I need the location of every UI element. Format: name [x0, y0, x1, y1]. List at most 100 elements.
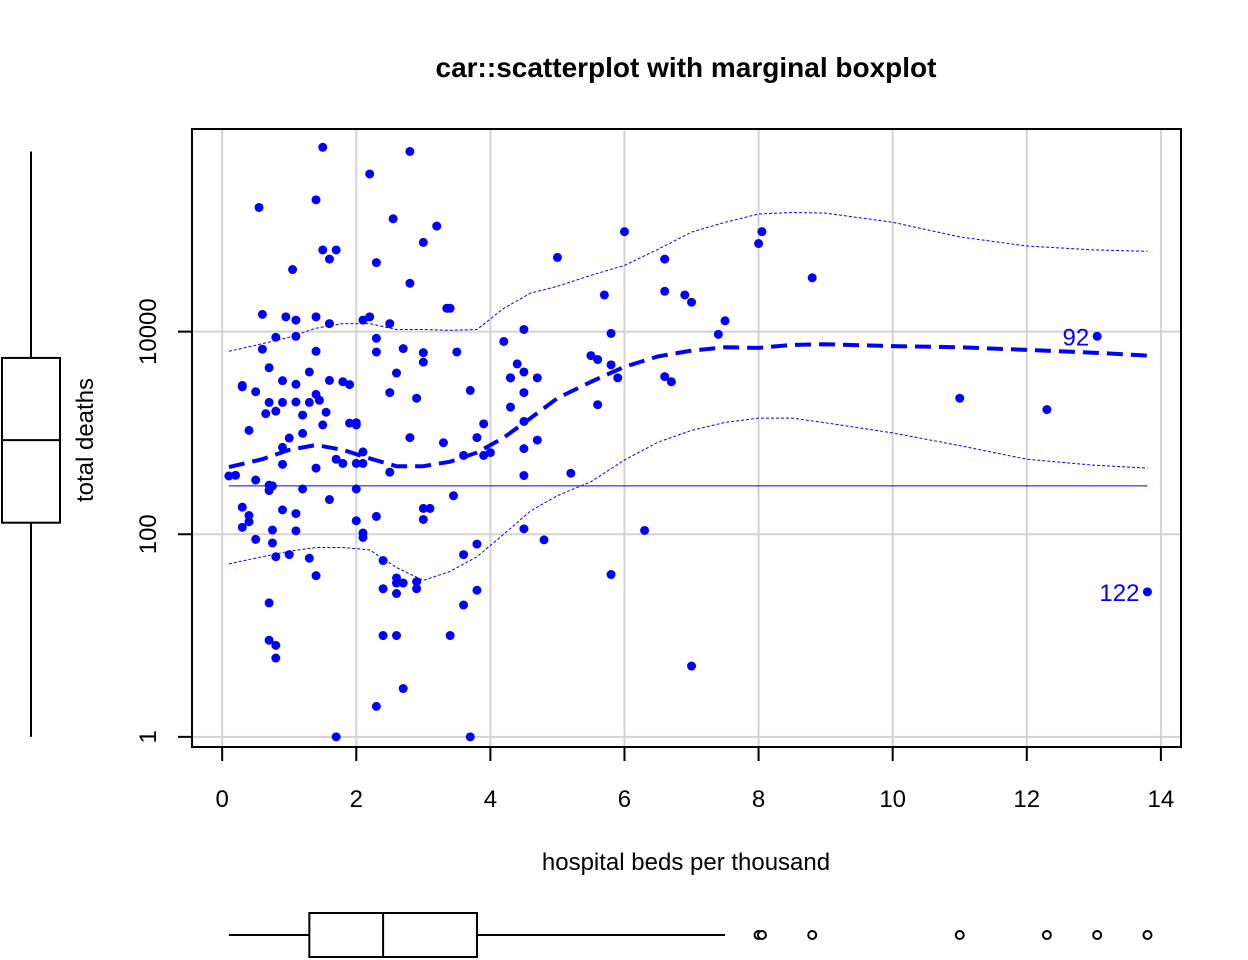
data-point [388, 214, 398, 224]
data-point [321, 407, 331, 417]
data-point [358, 315, 368, 325]
data-point [459, 450, 469, 460]
data-point [291, 509, 301, 519]
data-point [371, 701, 381, 711]
data-point [251, 534, 261, 544]
data-point [291, 331, 301, 341]
data-point [519, 444, 529, 454]
data-point [465, 385, 475, 395]
data-point [499, 336, 509, 346]
data-point [392, 631, 402, 641]
data-point [1042, 405, 1052, 415]
data-point [237, 382, 247, 392]
data-point [519, 367, 529, 377]
data-point [324, 254, 334, 264]
y-tick-label: 100 [135, 514, 162, 554]
x-tick-label: 2 [350, 786, 363, 813]
data-point [955, 393, 965, 403]
data-point [358, 532, 368, 542]
data-point [593, 355, 603, 365]
data-point [566, 468, 576, 478]
y-axis-label: total deaths [72, 378, 99, 502]
data-point [720, 316, 730, 326]
axes: 0 2 4 6 8 10 12 14 1 100 10000 [135, 298, 1174, 813]
data-point [539, 535, 549, 545]
data-point [288, 265, 298, 275]
data-point [351, 420, 361, 430]
data-point [687, 297, 697, 307]
data-point [244, 425, 254, 435]
data-point [331, 245, 341, 255]
x-tick-label: 4 [484, 786, 497, 813]
data-point [552, 252, 562, 262]
y-tick-label: 10000 [135, 298, 162, 365]
data-point [371, 333, 381, 343]
data-point [264, 635, 274, 645]
data-point [264, 363, 274, 373]
data-point [257, 309, 267, 319]
x-marginal-boxplot [228, 912, 1153, 958]
data-point [251, 387, 261, 397]
data-point [371, 511, 381, 521]
data-point [271, 406, 281, 416]
data-point [445, 303, 455, 313]
data-point [278, 459, 288, 469]
data-point [757, 227, 767, 237]
data-point [452, 347, 462, 357]
data-point [351, 458, 361, 468]
data-point [459, 600, 469, 610]
data-point [660, 372, 670, 382]
data-point [311, 463, 321, 473]
data-point [418, 357, 428, 367]
data-point [392, 578, 402, 588]
data-point [264, 598, 274, 608]
data-point [405, 146, 415, 156]
smoother-lines [228, 211, 1148, 581]
data-point [231, 470, 241, 480]
x-box-outlier [807, 930, 818, 940]
data-point [519, 416, 529, 426]
data-point [418, 514, 428, 524]
data-point [666, 377, 676, 387]
data-point [298, 428, 308, 438]
data-point [472, 539, 482, 549]
data-point [284, 433, 294, 443]
data-point [278, 442, 288, 452]
data-point [291, 397, 301, 407]
data-point [660, 286, 670, 296]
x-box-iqr [308, 912, 478, 958]
data-point [278, 376, 288, 386]
data-point [593, 400, 603, 410]
data-point [680, 290, 690, 300]
data-point [392, 589, 402, 599]
data-point [412, 577, 422, 587]
data-point [519, 324, 529, 334]
data-point [425, 503, 435, 513]
data-point [713, 329, 723, 339]
x-box-outlier [756, 930, 767, 940]
data-point [418, 503, 428, 513]
data-point [314, 395, 324, 405]
data-point [405, 433, 415, 443]
data-point [754, 239, 764, 249]
data-point [351, 516, 361, 526]
smoother-lower-band [228, 417, 1148, 581]
data-point [459, 550, 469, 560]
data-point [224, 471, 234, 481]
data-point [586, 351, 596, 361]
smoother-center-line [228, 342, 1148, 470]
data-point [298, 484, 308, 494]
data-point [264, 397, 274, 407]
data-point [418, 237, 428, 247]
data-point [405, 278, 415, 288]
point-label: 92 [1062, 324, 1089, 351]
data-point [304, 367, 314, 377]
data-point [271, 332, 281, 342]
data-point [412, 584, 422, 594]
x-tick-label: 0 [215, 786, 228, 813]
data-point [512, 359, 522, 369]
data-point [251, 475, 261, 485]
data-point [385, 319, 395, 329]
data-point [271, 552, 281, 562]
